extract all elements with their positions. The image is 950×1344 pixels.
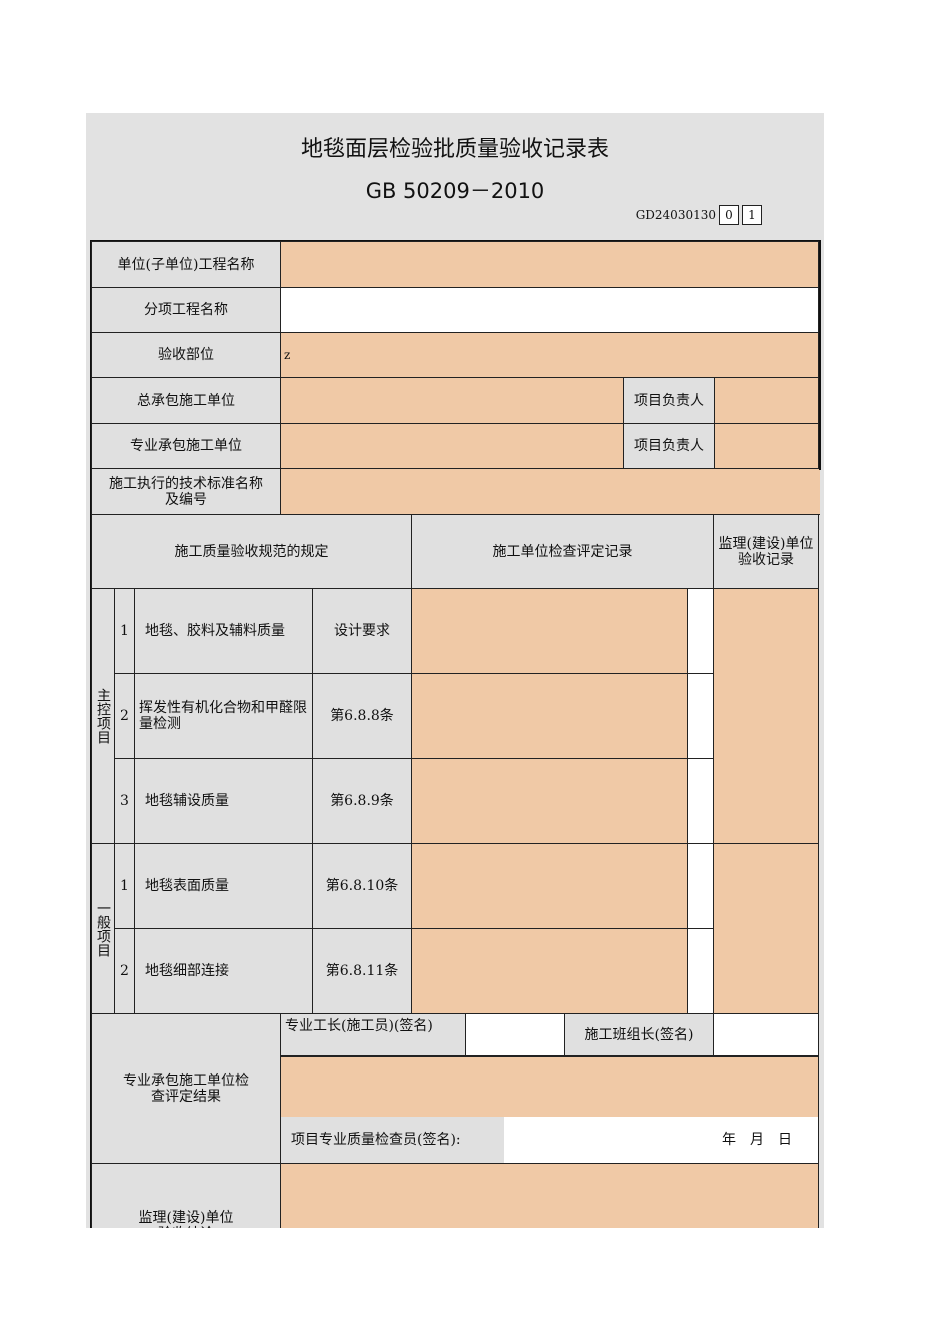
location-field[interactable]: z — [280, 332, 819, 378]
project-manager-label-2: 项目负责人 — [623, 423, 715, 469]
foreman-label: 专业工长(施工员)(签名) — [280, 1013, 466, 1056]
item-record-extra[interactable] — [687, 758, 714, 844]
specialty-contractor-label: 专业承包施工单位 — [91, 423, 281, 469]
item-record-extra[interactable] — [687, 843, 714, 929]
general-contractor-label: 总承包施工单位 — [91, 377, 281, 424]
project-manager-field[interactable] — [714, 377, 819, 424]
project-manager-label: 项目负责人 — [623, 377, 715, 424]
unit-project-field[interactable] — [280, 241, 819, 288]
form-title: 地毯面层检验批质量验收记录表 — [300, 137, 609, 162]
item-no: 3 — [114, 758, 135, 844]
code-text: GD24030130 — [635, 208, 716, 222]
item-no: 1 — [114, 843, 135, 929]
foreman-signature-field[interactable] — [465, 1013, 565, 1056]
item-name: 地毯辅设质量 — [134, 758, 313, 844]
supervisor-header: 监理(建设)单位验收记录 — [713, 514, 819, 589]
contractor-result-label: 专业承包施工单位检查评定结果 — [91, 1013, 281, 1164]
supervisor-conclusion-field[interactable] — [280, 1163, 819, 1228]
location-label: 验收部位 — [91, 332, 281, 378]
item-no: 2 — [114, 673, 135, 759]
date-label: 年 月 日 — [722, 1132, 792, 1148]
team-leader-label: 施工班组长(签名) — [564, 1013, 714, 1056]
item-record-field[interactable] — [411, 843, 688, 929]
standard-label: 施工执行的技术标准名称及编号 — [91, 468, 281, 515]
item-record-extra[interactable] — [687, 928, 714, 1014]
spec-header: 施工质量验收规范的规定 — [91, 514, 412, 589]
main-supervisor-field[interactable] — [713, 588, 819, 844]
specialty-contractor-field[interactable] — [280, 423, 624, 469]
item-record-field[interactable] — [411, 673, 688, 759]
item-no: 2 — [114, 928, 135, 1014]
item-no: 1 — [114, 588, 135, 674]
inspector-signature-field[interactable]: 年 月 日 — [504, 1117, 819, 1164]
general-items-label: 一般项目 — [91, 843, 115, 1014]
sub-project-label: 分项工程名称 — [91, 287, 281, 333]
unit-project-label: 单位(子单位)工程名称 — [91, 241, 281, 288]
right-border — [819, 240, 821, 470]
form-code: GD24030130 0 1 — [636, 205, 762, 225]
team-leader-signature-field[interactable] — [713, 1013, 819, 1056]
code-box-2[interactable]: 1 — [742, 205, 762, 225]
project-manager-field-2[interactable] — [714, 423, 819, 469]
standard-field[interactable] — [280, 468, 820, 515]
general-contractor-field[interactable] — [280, 377, 624, 424]
item-clause: 第6.8.10条 — [312, 843, 412, 929]
code-box-1[interactable]: 0 — [719, 205, 739, 225]
supervisor-conclusion-label: 监理(建设)单位验收结论 — [91, 1163, 281, 1228]
item-clause: 设计要求 — [312, 588, 412, 674]
record-header: 施工单位检查评定记录 — [411, 514, 714, 589]
inspector-label: 项目专业质量检查员(签名): — [280, 1117, 505, 1164]
contractor-result-field[interactable] — [280, 1055, 819, 1118]
item-name: 地毯表面质量 — [134, 843, 313, 929]
sub-project-field[interactable] — [280, 287, 819, 333]
item-record-extra[interactable] — [687, 673, 714, 759]
item-name: 地毯、胶料及辅料质量 — [134, 588, 313, 674]
item-clause: 第6.8.8条 — [312, 673, 412, 759]
item-record-field[interactable] — [411, 588, 688, 674]
item-record-field[interactable] — [411, 758, 688, 844]
item-clause: 第6.8.11条 — [312, 928, 412, 1014]
item-name: 挥发性有机化合物和甲醛限量检测 — [134, 673, 313, 759]
main-items-label: 主控项目 — [91, 588, 115, 844]
general-supervisor-field[interactable] — [713, 843, 819, 1014]
item-name: 地毯细部连接 — [134, 928, 313, 1014]
standard-number: GB 50209－2010 — [365, 179, 545, 203]
item-record-extra[interactable] — [687, 588, 714, 674]
item-clause: 第6.8.9条 — [312, 758, 412, 844]
item-record-field[interactable] — [411, 928, 688, 1014]
